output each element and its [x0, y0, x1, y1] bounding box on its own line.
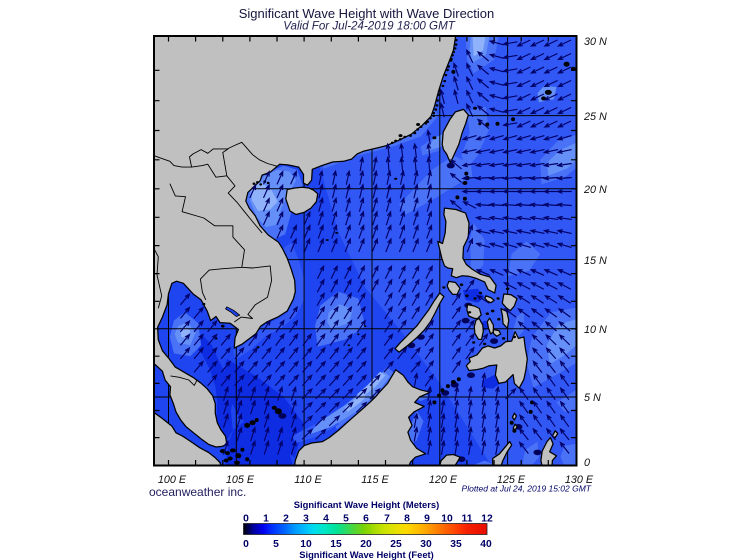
svg-text:8: 8	[404, 513, 410, 524]
svg-text:1: 1	[263, 513, 269, 524]
svg-text:oceanweather inc.: oceanweather inc.	[149, 485, 246, 499]
svg-text:10 N: 10 N	[584, 324, 607, 336]
svg-text:2: 2	[283, 513, 289, 524]
svg-text:4: 4	[323, 513, 329, 524]
svg-text:40: 40	[480, 539, 492, 550]
svg-text:130 E: 130 E	[565, 474, 594, 486]
svg-text:15: 15	[330, 539, 342, 550]
svg-text:15 N: 15 N	[584, 255, 607, 267]
svg-text:0: 0	[243, 513, 249, 524]
svg-text:30 N: 30 N	[584, 36, 607, 48]
svg-text:Significant Wave Height (Meter: Significant Wave Height (Meters)	[294, 499, 440, 510]
svg-text:10: 10	[441, 513, 453, 524]
svg-text:5 N: 5 N	[584, 392, 601, 404]
svg-text:35: 35	[450, 539, 462, 550]
svg-text:20 N: 20 N	[583, 184, 607, 196]
svg-text:9: 9	[424, 513, 430, 524]
svg-text:Significant Wave Height with W: Significant Wave Height with Wave Direct…	[239, 6, 495, 21]
svg-text:10: 10	[300, 539, 312, 550]
svg-text:20: 20	[360, 539, 372, 550]
svg-text:6: 6	[363, 513, 369, 524]
svg-text:125 E: 125 E	[497, 474, 526, 486]
svg-text:11: 11	[462, 513, 473, 524]
svg-text:25: 25	[390, 539, 402, 550]
svg-text:30: 30	[420, 539, 432, 550]
svg-text:Valid For Jul-24-2019 18:00 GM: Valid For Jul-24-2019 18:00 GMT	[283, 20, 456, 33]
svg-text:12: 12	[481, 513, 493, 524]
svg-text:7: 7	[384, 513, 390, 524]
svg-text:Significant Wave Height (Feet): Significant Wave Height (Feet)	[299, 549, 434, 560]
svg-text:5: 5	[273, 539, 279, 550]
svg-text:25 N: 25 N	[583, 111, 607, 123]
svg-text:105 E: 105 E	[226, 474, 255, 486]
svg-text:120 E: 120 E	[429, 474, 458, 486]
svg-text:115 E: 115 E	[361, 474, 389, 486]
svg-text:110 E: 110 E	[294, 474, 322, 486]
svg-text:3: 3	[303, 513, 309, 524]
svg-text:0: 0	[243, 539, 249, 550]
svg-text:Plotted at Jul 24, 2019 15:02: Plotted at Jul 24, 2019 15:02 GMT	[462, 484, 592, 494]
svg-text:5: 5	[343, 513, 349, 524]
svg-text:0: 0	[584, 457, 590, 469]
svg-text:100 E: 100 E	[158, 474, 187, 486]
